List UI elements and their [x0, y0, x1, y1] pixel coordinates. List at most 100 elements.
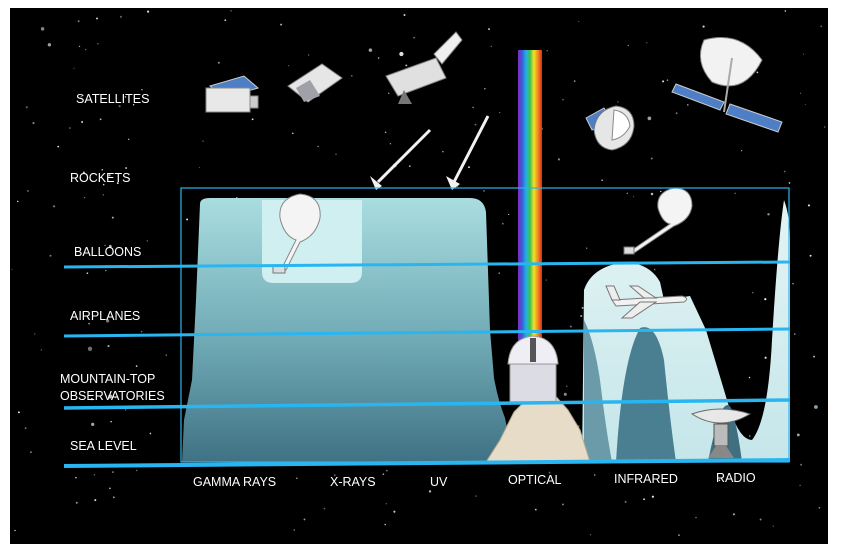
star: [149, 432, 152, 435]
star: [118, 105, 121, 108]
star: [130, 318, 133, 321]
star: [81, 121, 84, 123]
star: [384, 131, 387, 134]
star: [408, 165, 411, 168]
star: [57, 145, 60, 148]
rocket-icon: [370, 128, 432, 190]
star: [666, 79, 669, 81]
star: [125, 409, 127, 411]
star: [820, 25, 823, 28]
star: [224, 19, 227, 22]
star: [548, 471, 551, 474]
star: [732, 513, 735, 516]
star: [569, 325, 572, 328]
star: [624, 500, 627, 503]
level-label-sea-level: SEA LEVEL: [70, 439, 137, 453]
star: [24, 427, 27, 430]
star: [799, 484, 801, 486]
star: [293, 529, 296, 531]
star: [702, 25, 705, 28]
star: [405, 64, 408, 67]
star: [799, 92, 802, 94]
star: [662, 80, 665, 83]
level-label-observatories: OBSERVATORIES: [60, 389, 165, 403]
star: [202, 140, 204, 142]
star: [784, 10, 786, 12]
mountain-altitude-line: [63, 398, 791, 410]
star: [748, 435, 751, 437]
star: [25, 106, 28, 109]
star: [475, 495, 477, 497]
altitude-lines: [63, 187, 791, 468]
star: [91, 422, 95, 426]
star: [32, 122, 35, 125]
star: [165, 354, 167, 356]
star: [741, 150, 743, 152]
star: [545, 279, 547, 281]
star: [108, 394, 113, 399]
star: [53, 205, 56, 208]
band-label-uv: UV: [430, 475, 448, 489]
star: [428, 490, 432, 493]
star: [581, 306, 584, 309]
star: [80, 96, 82, 98]
star: [748, 376, 751, 379]
star: [546, 50, 548, 52]
satellite-icon: [287, 63, 343, 103]
star: [557, 158, 560, 161]
star: [804, 103, 806, 106]
star: [104, 244, 106, 246]
airplane-icon: [605, 285, 688, 319]
star: [823, 126, 826, 128]
star: [99, 93, 101, 95]
star: [14, 529, 16, 532]
star: [303, 518, 306, 521]
star: [734, 192, 736, 194]
star: [578, 425, 580, 427]
level-label-airplanes: AIRPLANES: [70, 309, 140, 323]
star: [442, 151, 444, 153]
star: [653, 268, 656, 271]
star: [116, 182, 119, 185]
star: [803, 53, 805, 55]
level-label-satellites: SATELLITES: [76, 92, 149, 106]
star: [120, 443, 122, 445]
satellite-icon: [205, 75, 260, 113]
star: [382, 473, 385, 475]
star: [11, 268, 13, 270]
star: [124, 96, 127, 98]
star: [377, 57, 380, 59]
star: [586, 247, 588, 249]
star: [767, 213, 770, 216]
star: [718, 479, 721, 482]
star: [498, 272, 500, 274]
satellite-icon: [671, 37, 783, 133]
star: [627, 44, 629, 47]
star: [147, 10, 150, 13]
star: [93, 474, 96, 476]
star: [78, 45, 81, 48]
star: [84, 197, 86, 199]
star: [807, 204, 810, 207]
star: [601, 179, 603, 181]
band-label-x-rays: X-RAYS: [330, 475, 376, 489]
star: [573, 80, 576, 82]
star: [94, 499, 97, 502]
star: [508, 213, 510, 215]
star: [108, 244, 112, 248]
star: [800, 463, 803, 466]
star: [109, 487, 111, 490]
star: [818, 506, 821, 509]
star: [88, 322, 90, 325]
star: [534, 508, 537, 511]
star: [112, 496, 115, 499]
star: [125, 167, 128, 169]
star: [389, 143, 392, 145]
star: [650, 157, 653, 160]
star: [484, 88, 486, 90]
radio-dish-icon: [690, 408, 752, 458]
airplanes-altitude-line: [63, 327, 791, 338]
star: [593, 474, 596, 476]
star: [108, 174, 111, 177]
